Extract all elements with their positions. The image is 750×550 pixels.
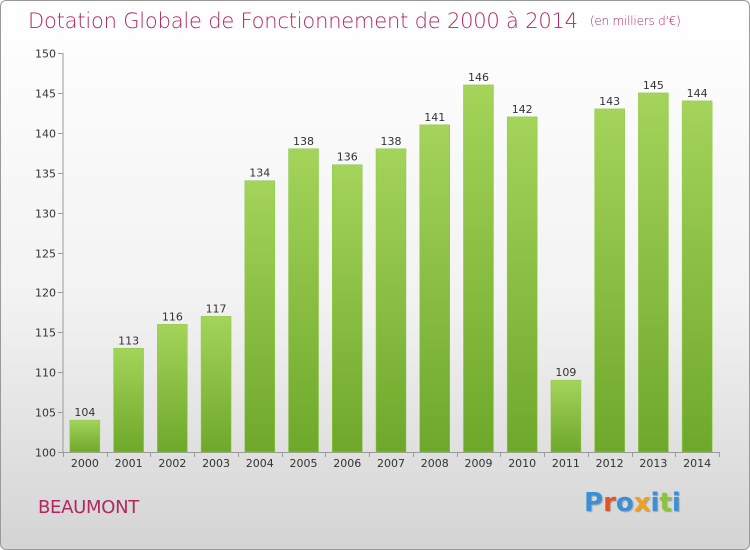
bar-value-label: 116 xyxy=(162,310,183,323)
proxiti-logo: Proxiti xyxy=(584,488,681,518)
y-tick-label: 110 xyxy=(35,367,56,380)
chart-axes: 100 105 110 115 120 125 130 135 140 145 150 2000 200… xyxy=(35,48,720,470)
y-tick-label: 150 xyxy=(35,48,56,61)
x-tick-label: 2009 xyxy=(464,457,492,470)
x-tick-label: 2000 xyxy=(71,457,99,470)
chart-subtitle: (en milliers d'€) xyxy=(589,14,681,28)
bar xyxy=(157,324,188,453)
x-tick-label: 2005 xyxy=(290,457,318,470)
bar xyxy=(375,148,407,453)
chart-bars: 104 113 116 117 134 138 136 138 141 146 142 109 143 1… xyxy=(69,71,713,453)
logo-letter: i xyxy=(671,488,681,518)
y-tick-label: 115 xyxy=(35,327,56,340)
x-tick-label: 2007 xyxy=(377,457,405,470)
y-tick-label: 145 xyxy=(35,88,56,101)
bar-value-label: 113 xyxy=(118,334,139,347)
bar xyxy=(332,164,363,453)
bar-value-label: 138 xyxy=(293,135,314,148)
y-tick-label: 140 xyxy=(35,128,56,141)
logo-letter: r xyxy=(603,488,616,518)
bar xyxy=(681,100,713,453)
x-tick-label: 2010 xyxy=(508,457,536,470)
x-tick-label: 2006 xyxy=(333,457,361,470)
logo-letter: i xyxy=(650,488,660,518)
bar-value-label: 134 xyxy=(249,167,270,180)
bar-value-label: 117 xyxy=(206,302,227,315)
chart-title-text: Dotation Globale de Fonctionnement de 20… xyxy=(28,9,578,33)
bar xyxy=(550,379,582,453)
y-tick-label: 105 xyxy=(35,407,56,420)
x-tick-label: 2003 xyxy=(202,457,230,470)
bar xyxy=(69,419,101,453)
y-tick-label: 120 xyxy=(35,287,56,300)
bar xyxy=(113,348,144,453)
y-tick-label: 135 xyxy=(35,168,56,181)
x-tick-label: 2011 xyxy=(552,457,580,470)
bar xyxy=(288,148,319,453)
bar-value-label: 145 xyxy=(643,79,664,92)
bar xyxy=(463,84,494,453)
bar xyxy=(638,92,669,453)
logo-letter: P xyxy=(584,488,604,518)
x-tick-label: 2001 xyxy=(115,457,143,470)
x-tick-label: 2002 xyxy=(158,457,186,470)
bar-value-label: 146 xyxy=(468,71,489,84)
x-tick-label: 2012 xyxy=(596,457,624,470)
bar-value-label: 136 xyxy=(337,151,358,164)
commune-name: BEAUMONT xyxy=(38,497,139,518)
bar xyxy=(506,116,538,453)
y-tick-label: 130 xyxy=(35,208,56,221)
bar-value-label: 141 xyxy=(424,111,445,124)
x-tick-label: 2008 xyxy=(421,457,449,470)
bar-value-label: 138 xyxy=(381,135,402,148)
bar-value-label: 144 xyxy=(687,87,708,100)
chart-title: Dotation Globale de Fonctionnement de 20… xyxy=(28,9,681,33)
y-tick-label: 125 xyxy=(35,248,56,261)
bar-value-label: 143 xyxy=(599,95,620,108)
logo-letter: o xyxy=(615,488,634,518)
x-tick-label: 2004 xyxy=(246,457,274,470)
bar-value-label: 142 xyxy=(512,103,533,116)
bar xyxy=(594,108,625,453)
logo-letter: t xyxy=(659,488,672,518)
bar xyxy=(244,180,276,453)
logo-letter: x xyxy=(633,488,651,518)
bar-value-label: 104 xyxy=(74,406,95,419)
x-tick-label: 2013 xyxy=(639,457,667,470)
x-tick-label: 2014 xyxy=(683,457,711,470)
bar-value-label: 109 xyxy=(555,366,576,379)
bar xyxy=(419,124,450,453)
y-tick-label: 100 xyxy=(35,447,56,460)
bar xyxy=(200,316,232,453)
